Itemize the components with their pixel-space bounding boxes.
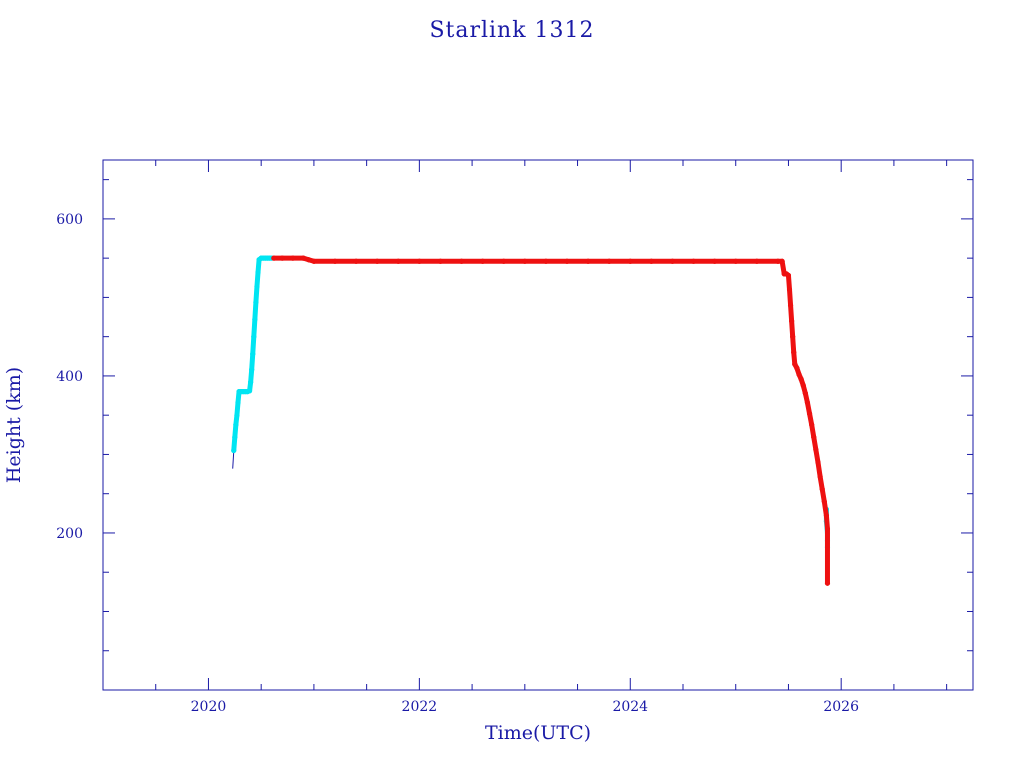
- data-point: [395, 258, 401, 264]
- x-tick-label: 2022: [402, 699, 438, 715]
- data-point: [416, 258, 422, 264]
- data-point: [253, 299, 259, 305]
- data-point: [690, 258, 697, 264]
- series-track: [250, 334, 257, 357]
- axis-ticks: [102, 160, 973, 690]
- data-point: [458, 258, 465, 264]
- data-point: [809, 422, 815, 428]
- y-tick-label: 400: [56, 369, 83, 385]
- x-tick-label: 2020: [191, 699, 227, 715]
- data-point: [824, 526, 831, 532]
- data-point: [501, 258, 507, 264]
- data-point: [648, 258, 654, 264]
- axis-tick-labels: 2020 2022 2024 2026 200 400 600: [56, 212, 859, 715]
- series-track: [249, 351, 256, 373]
- plot-frame: [102, 159, 974, 691]
- series-track: [252, 299, 259, 322]
- data-point: [789, 318, 795, 324]
- data-point: [235, 400, 241, 406]
- data-point: [787, 302, 794, 308]
- data-point: [251, 334, 257, 340]
- data-point: [249, 367, 255, 373]
- data-point: [480, 258, 486, 264]
- data-point: [311, 258, 317, 264]
- series-track: [251, 316, 258, 340]
- data-point: [786, 286, 793, 293]
- data-point: [246, 388, 253, 394]
- data-point: [804, 400, 811, 406]
- data-point: [353, 258, 359, 264]
- data-point: [823, 513, 830, 519]
- data-point: [819, 486, 825, 492]
- data-point: [252, 316, 258, 322]
- data-point: [606, 258, 612, 264]
- data-point: [300, 255, 306, 261]
- data-point: [811, 434, 817, 440]
- data-point: [564, 258, 570, 264]
- data-point: [821, 498, 827, 505]
- y-axis-label: Height (km): [3, 367, 25, 483]
- data-point: [374, 258, 380, 264]
- data-point: [733, 258, 739, 264]
- data-point: [790, 334, 796, 340]
- data-point: [255, 269, 261, 275]
- data-point: [806, 411, 813, 417]
- data-point: [543, 258, 549, 264]
- data-point: [232, 434, 238, 440]
- data-point: [817, 473, 823, 480]
- series-track: [790, 334, 797, 355]
- data-point: [234, 412, 240, 418]
- data-point: [794, 365, 800, 371]
- data-point: [775, 258, 781, 264]
- data-point: [824, 580, 831, 586]
- data-point: [779, 258, 785, 264]
- data-point: [290, 255, 296, 261]
- data-point: [437, 258, 444, 264]
- data-point: [792, 361, 798, 367]
- data-point: [815, 459, 821, 465]
- y-tick-label: 200: [56, 526, 83, 542]
- data-point: [802, 390, 808, 396]
- data-point: [800, 382, 806, 388]
- data-point: [669, 258, 676, 264]
- data-point: [796, 371, 802, 377]
- chart-title: Starlink 1312: [429, 18, 594, 43]
- series-1: [271, 255, 831, 586]
- data-point: [791, 349, 797, 355]
- data-point: [279, 255, 285, 261]
- data-point: [233, 422, 239, 428]
- data-point: [798, 376, 804, 382]
- data-point: [250, 351, 256, 357]
- series-layer: [231, 255, 831, 586]
- series-track: [787, 287, 794, 308]
- data-point: [306, 257, 312, 263]
- data-point: [785, 272, 792, 279]
- series-track: [788, 302, 795, 324]
- series-track: [253, 283, 260, 305]
- data-point: [522, 258, 528, 264]
- data-point: [712, 258, 718, 264]
- data-point: [585, 258, 591, 264]
- data-point: [248, 379, 254, 385]
- data-point: [754, 258, 760, 264]
- data-point: [332, 258, 338, 264]
- x-axis-label: Time(UTC): [485, 722, 591, 744]
- data-point: [271, 255, 277, 261]
- y-tick-label: 600: [56, 212, 83, 228]
- data-point: [813, 447, 819, 453]
- data-point: [231, 447, 237, 454]
- x-tick-label: 2024: [612, 699, 648, 715]
- series-track: [789, 318, 796, 340]
- x-tick-label: 2026: [823, 699, 859, 715]
- series-0: [231, 255, 831, 550]
- data-point: [254, 283, 260, 290]
- data-point: [627, 258, 633, 264]
